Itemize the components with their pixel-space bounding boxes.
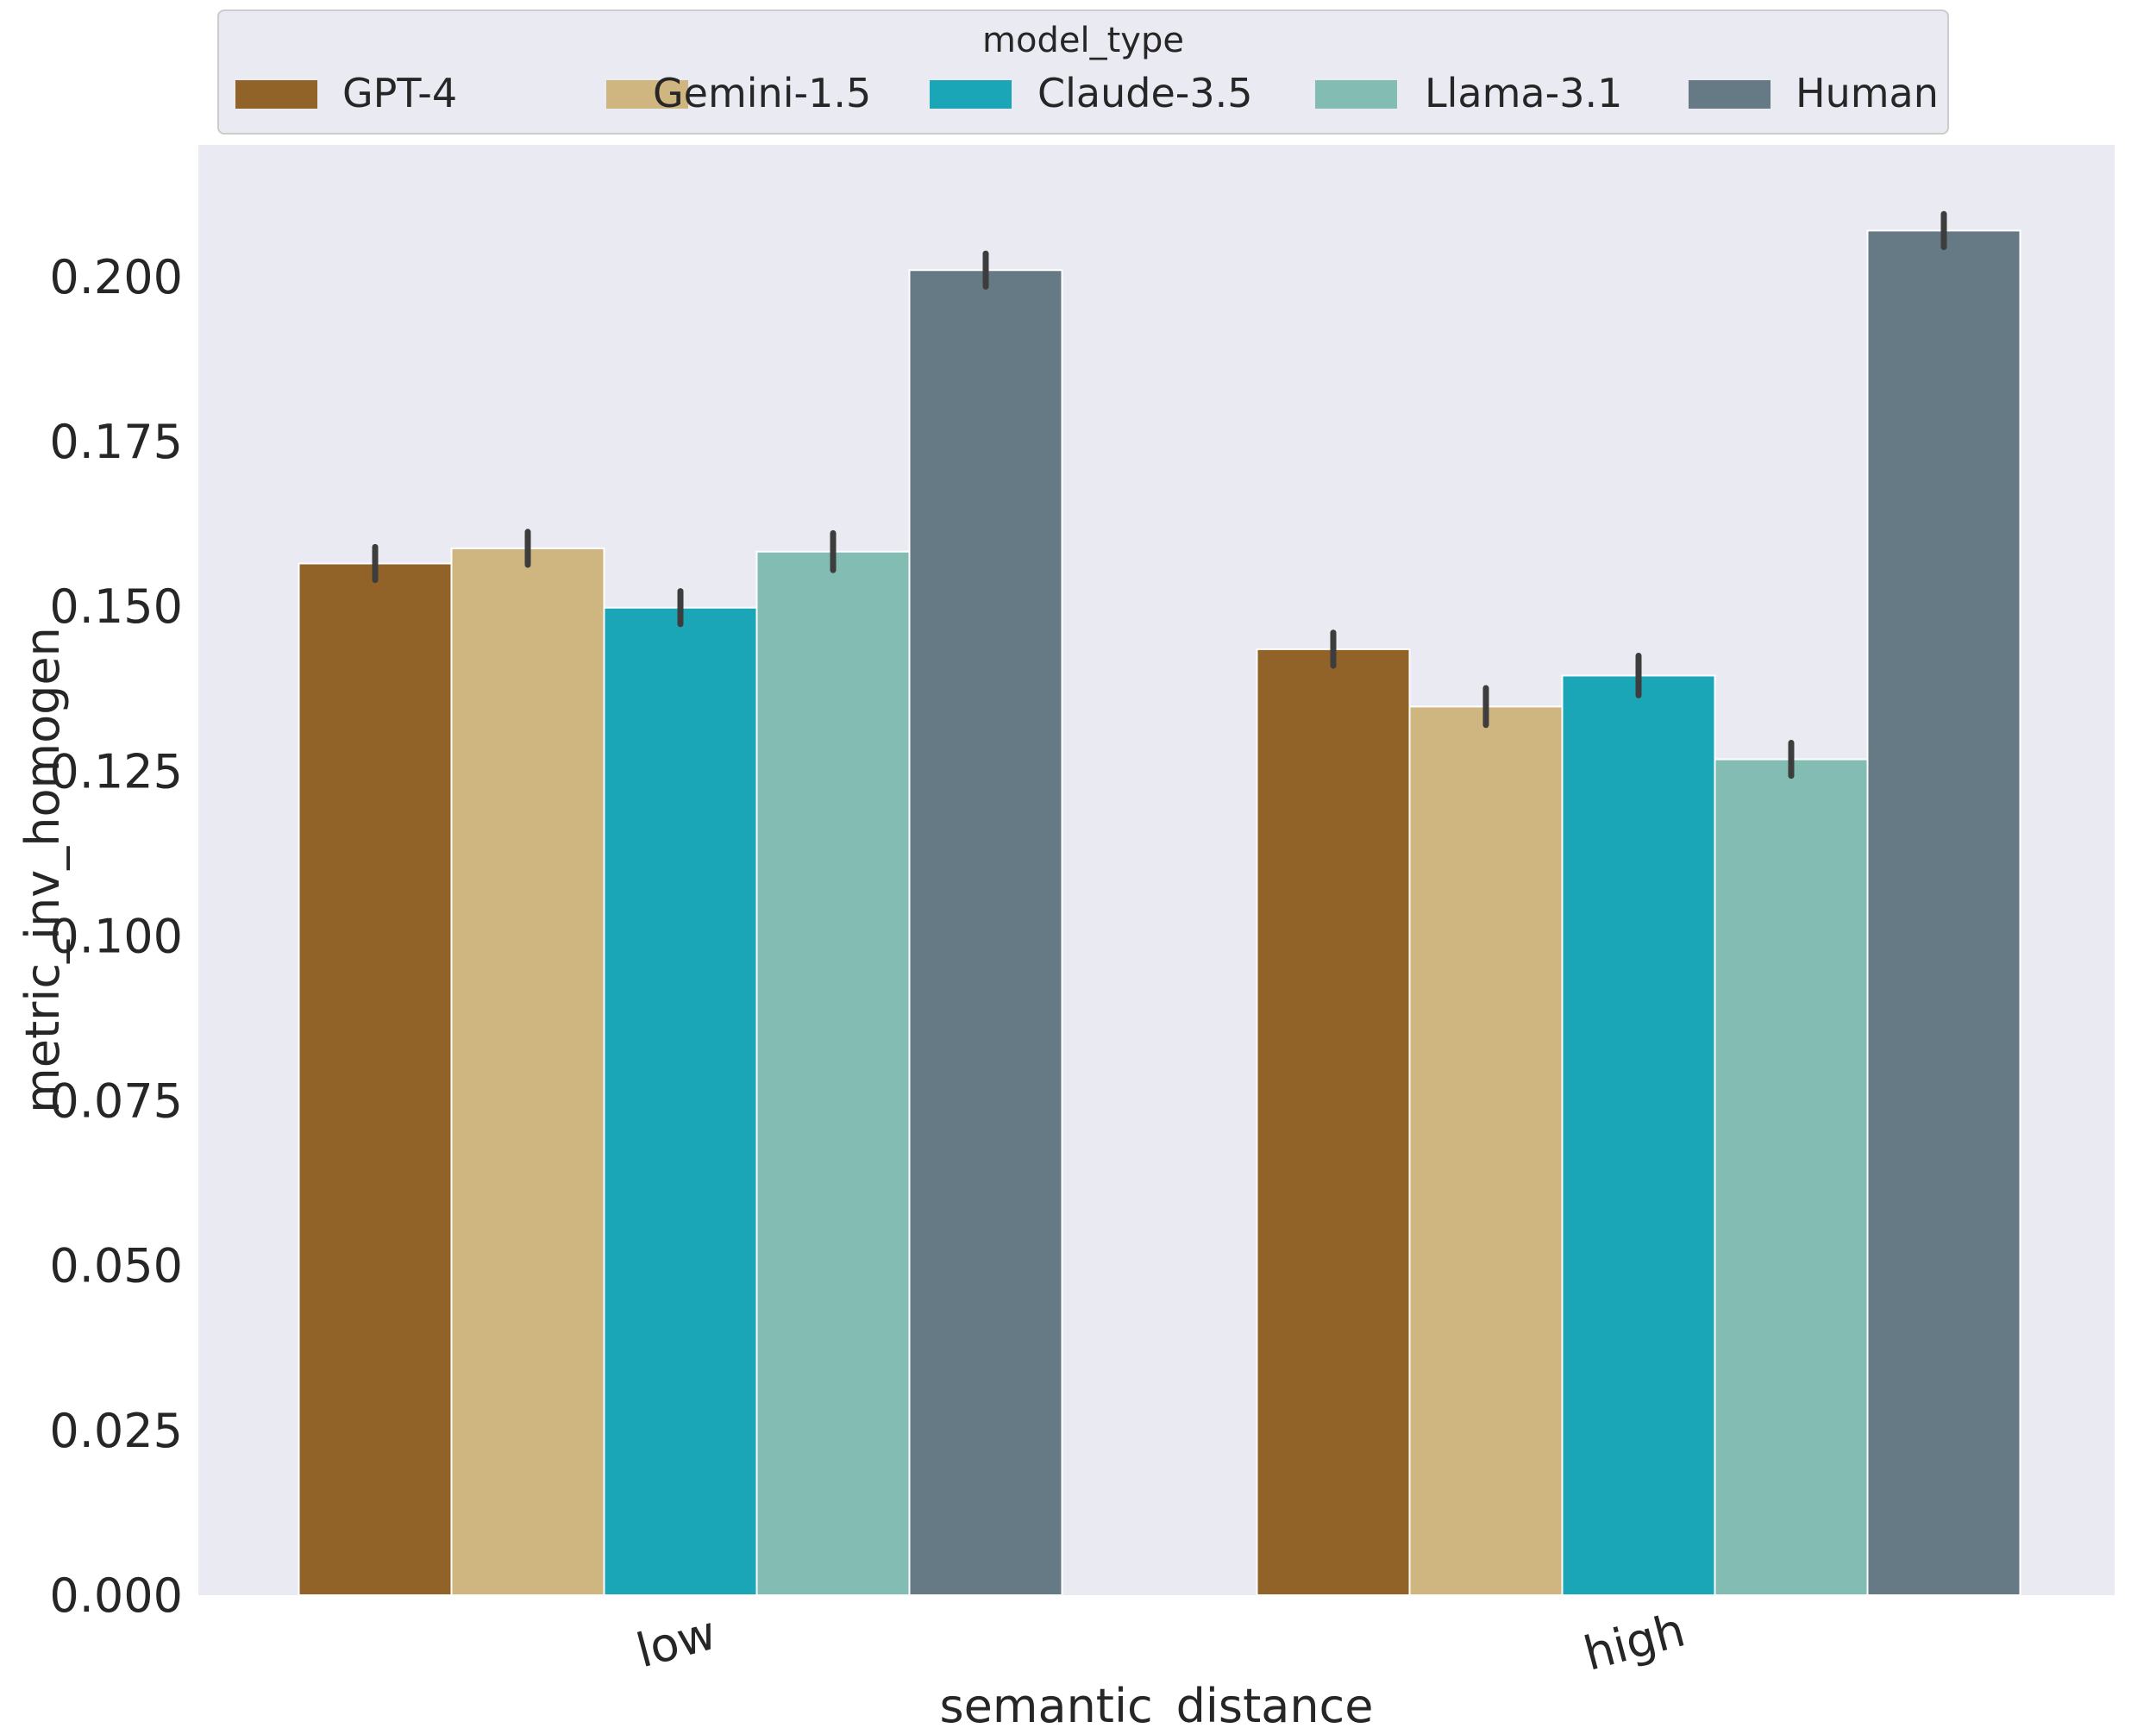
y-tick-label: 0.175	[49, 415, 183, 469]
bar	[908, 269, 1063, 1596]
y-tick-labels: 0.000 0.025 0.050 0.075 0.100 0.125 0.150 0.175…	[49, 250, 183, 1623]
legend-swatch	[235, 80, 317, 109]
bar	[1714, 758, 1869, 1596]
x-tick-labels: low high	[631, 1602, 1691, 1681]
y-tick-label: 0.200	[49, 250, 183, 304]
y-tick-label: 0.150	[49, 579, 183, 634]
bar	[755, 550, 911, 1597]
legend-swatch	[606, 80, 688, 109]
bars-group	[298, 229, 2021, 1597]
x-tick-label: high	[1578, 1602, 1690, 1681]
legend-items: GPT-4 Gemini-1.5 Claude-3.5 Llama-3.1 Human	[235, 70, 1939, 116]
y-tick-label: 0.050	[49, 1239, 183, 1293]
y-axis-label: metric_inv_homogen	[16, 627, 70, 1113]
bar	[1561, 674, 1716, 1596]
legend-label: Llama-3.1	[1425, 70, 1622, 116]
bar	[603, 606, 758, 1596]
y-tick-label: 0.125	[49, 744, 183, 798]
bar	[298, 562, 453, 1597]
legend-title: model_type	[982, 21, 1184, 60]
x-tick-label: low	[631, 1606, 722, 1679]
legend-swatch	[1689, 80, 1771, 109]
legend-label: Claude-3.5	[1037, 70, 1253, 116]
y-tick-label: 0.025	[49, 1404, 183, 1458]
legend: model_type GPT-4 Gemini-1.5 Claude-3.5 Llam…	[217, 9, 1949, 135]
bar	[1408, 705, 1564, 1596]
legend-label: Gemini-1.5	[653, 70, 871, 116]
legend-label: Human	[1796, 70, 1939, 116]
bar	[1866, 229, 2021, 1597]
bar	[1256, 648, 1411, 1596]
legend-swatch	[1315, 80, 1397, 109]
errorbars-group	[372, 210, 1947, 779]
x-axis-label: semantic_distance	[940, 1679, 1374, 1725]
y-tick-label: 0.000	[49, 1568, 183, 1623]
y-tick-label: 0.075	[49, 1074, 183, 1129]
legend-label: GPT-4	[342, 70, 457, 116]
legend-swatch	[930, 80, 1012, 109]
y-tick-label: 0.100	[49, 909, 183, 963]
bar	[450, 547, 605, 1596]
